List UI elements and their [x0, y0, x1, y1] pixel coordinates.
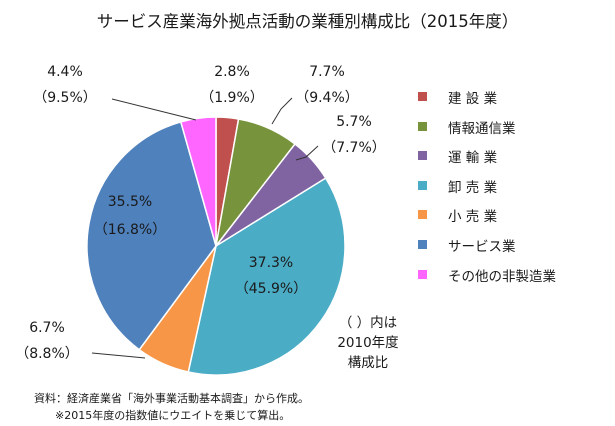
- paren-note-line: （ ）内は: [339, 315, 397, 331]
- legend-swatch: [418, 210, 427, 220]
- leader-line: [91, 352, 146, 359]
- legend-swatch: [418, 180, 427, 190]
- data-label: 2.8%: [214, 64, 250, 80]
- legend-swatch: [418, 269, 427, 279]
- leader-line: [295, 145, 319, 161]
- legend: 建 設 業 情報通信業 運 輸 業 卸 売 業 小 売 業 サービス業 その他の…: [418, 84, 613, 291]
- legend-label: サービス業: [448, 238, 516, 255]
- leader-line: [111, 98, 197, 121]
- legend-item-info-comm: 情報通信業: [418, 114, 613, 144]
- data-label: 5.7%: [336, 114, 372, 130]
- chart-title: サービス産業海外拠点活動の業種別構成比（2015年度）: [96, 12, 519, 31]
- data-label: 4.4%: [47, 64, 83, 80]
- legend-item-transport: 運 輸 業: [418, 143, 613, 173]
- footnote: ※2015年度の指数値にウエイトを乗じて算出。: [55, 409, 291, 422]
- legend-item-retail: 小 売 業: [418, 202, 613, 232]
- paren-note-line: 2010年度: [337, 335, 398, 351]
- data-label: 7.7%: [309, 64, 345, 80]
- data-label-2010: （9.4%）: [295, 90, 359, 106]
- legend-label: 建 設 業: [448, 91, 498, 107]
- source-note: 資料：経済産業省「海外事業活動基本調査」から作成。: [34, 392, 309, 405]
- legend-item-services: サービス業: [418, 232, 613, 262]
- legend-item-wholesale: 卸 売 業: [418, 173, 613, 203]
- data-label-2010: （16.8%）: [94, 222, 166, 238]
- data-label-2010: （9.5%）: [33, 90, 97, 106]
- data-label-2010: （7.7%）: [322, 140, 386, 156]
- legend-swatch: [418, 121, 427, 131]
- legend-swatch: [418, 239, 427, 249]
- data-label: 37.3%: [249, 255, 293, 271]
- data-label: 35.5%: [108, 194, 152, 210]
- data-label-2010: （8.8%）: [15, 346, 79, 362]
- legend-label: 情報通信業: [448, 120, 516, 137]
- data-label-2010: （45.9%）: [235, 281, 307, 297]
- legend-label: 卸 売 業: [448, 179, 498, 196]
- legend-item-other: その他の非製造業: [418, 262, 613, 292]
- pie-slice-3: [187, 177, 346, 376]
- data-label-2010: （1.9%）: [200, 90, 264, 106]
- legend-label: 小 売 業: [448, 209, 498, 226]
- leader-line: [271, 97, 293, 125]
- legend-label: その他の非製造業: [448, 268, 556, 285]
- pie-slice-6: [179, 116, 217, 247]
- legend-label: 運 輸 業: [448, 150, 498, 167]
- pie-slice-5: [86, 120, 217, 351]
- paren-note-line: 構成比: [348, 355, 389, 371]
- data-label: 6.7%: [29, 320, 65, 336]
- legend-swatch: [418, 92, 427, 101]
- legend-swatch: [418, 151, 427, 161]
- legend-item-construction: 建 設 業: [418, 84, 613, 114]
